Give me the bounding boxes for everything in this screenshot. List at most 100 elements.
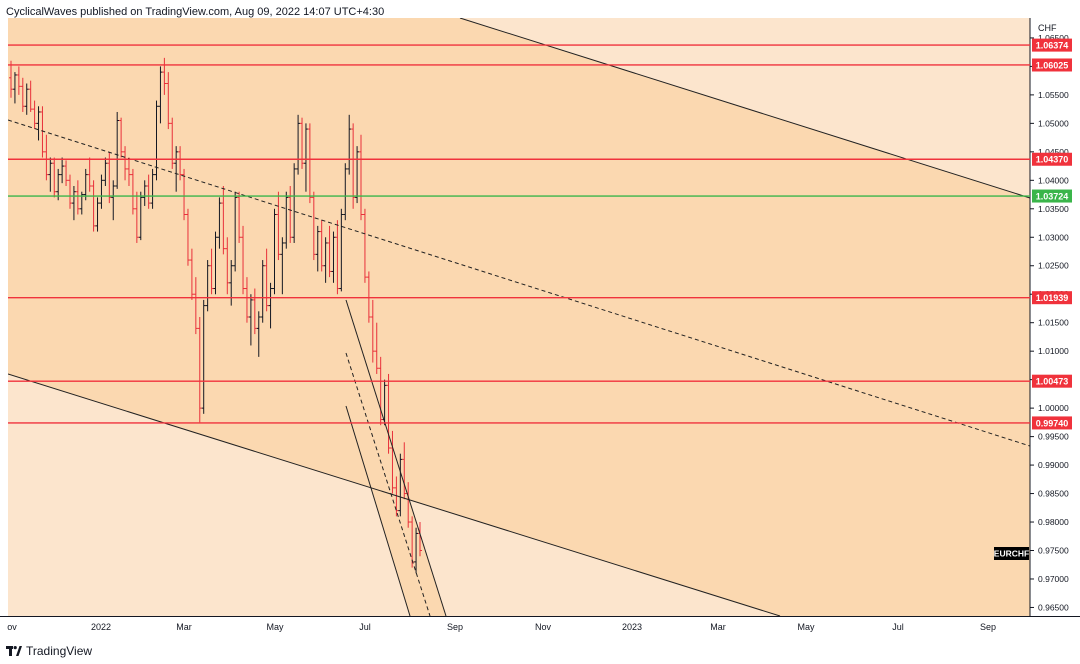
horizontal-levels[interactable]: 1.06374 1.06025 1.04370 1.03724 1.01939 1.004… [8, 38, 1072, 430]
candle [347, 114, 352, 175]
candle [374, 322, 379, 374]
chart-area[interactable]: CHF 0.96500 0.97000 0.97500 0.98000 0.98500 0.… [0, 18, 1080, 638]
candle [24, 83, 29, 115]
symbol-label: EURCHF [994, 547, 1029, 560]
candle [142, 180, 147, 206]
candle [193, 277, 198, 335]
level-tag-1.06025[interactable]: 1.06025 [1032, 58, 1072, 72]
candle [315, 225, 320, 272]
level-tag-1.06374[interactable]: 1.06374 [1032, 38, 1072, 52]
symbol-label-text: EURCHF [994, 549, 1029, 559]
publisher-header: CyclicalWaves published on TradingView.c… [6, 4, 384, 20]
candle [323, 237, 328, 283]
price-axis[interactable]: CHF 0.96500 0.97000 0.97500 0.98000 0.98500 0.… [1029, 18, 1080, 618]
price-tick-label: 1.04000 [1038, 175, 1069, 185]
candle [32, 100, 37, 130]
candle [91, 180, 96, 232]
level-tag-label: 1.04370 [1036, 155, 1069, 165]
candle [284, 191, 289, 249]
price-tick-label: 1.01500 [1038, 318, 1069, 328]
candle [327, 225, 332, 278]
candle [87, 157, 92, 192]
candle [296, 114, 301, 175]
candle [335, 220, 340, 295]
wedge-upper-line[interactable] [345, 299, 447, 616]
candle [64, 160, 69, 187]
time-tick-label: ov [7, 622, 17, 632]
price-tick-label: 1.03000 [1038, 232, 1069, 242]
candle [280, 237, 285, 295]
level-tag-label: 1.01939 [1036, 293, 1069, 303]
time-tick-label: Sep [447, 622, 463, 632]
level-tag-1.00473[interactable]: 1.00473 [1032, 374, 1072, 388]
candle [182, 168, 187, 221]
candle [119, 117, 124, 158]
candle [256, 311, 261, 357]
candle [264, 248, 269, 312]
time-axis-bg [0, 616, 1080, 638]
candle [174, 146, 179, 192]
candle [150, 168, 155, 209]
candle [138, 191, 143, 241]
time-tick-label: Nov [535, 622, 552, 632]
candle [292, 163, 297, 243]
level-tag-label: 1.06025 [1036, 60, 1069, 70]
candle [130, 168, 135, 215]
time-axis[interactable]: ov 2022 Mar May Jul Sep Nov 2023 Mar May Jul Sep [0, 616, 1080, 638]
candle [52, 157, 57, 198]
candle [402, 442, 407, 500]
candle [343, 163, 348, 221]
level-tag-1.01939[interactable]: 1.01939 [1032, 291, 1072, 305]
price-tick-label: 1.05500 [1038, 90, 1069, 100]
candle [205, 260, 210, 312]
currency-label: CHF [1038, 23, 1057, 33]
price-tick-label: 1.03500 [1038, 204, 1069, 214]
candle [378, 356, 383, 426]
candle [213, 231, 218, 295]
candle [414, 527, 419, 574]
candle [103, 157, 108, 187]
candle [56, 168, 61, 201]
level-tag-bg [1032, 374, 1072, 388]
candle [351, 123, 356, 209]
level-tag-1.04370[interactable]: 1.04370 [1032, 152, 1072, 166]
trendlines[interactable] [8, 18, 1030, 616]
time-tick-label: May [797, 622, 815, 632]
footer: TradingView [6, 642, 92, 660]
candle [241, 225, 246, 295]
tradingview-logo-icon[interactable] [6, 645, 22, 657]
price-tick-label: 1.05000 [1038, 118, 1069, 128]
time-tick-label: Sep [980, 622, 996, 632]
candle [398, 453, 403, 517]
price-tick-label: 1.00000 [1038, 403, 1069, 413]
candle [244, 277, 249, 323]
symbol-label-bg [994, 547, 1029, 560]
candle [252, 288, 257, 335]
candlestick-chart[interactable]: CHF 0.96500 0.97000 0.97500 0.98000 0.98500 0.… [0, 18, 1080, 638]
candle [48, 157, 53, 192]
candles [9, 57, 422, 574]
channel-upper-line[interactable] [459, 18, 1030, 199]
candle [123, 146, 128, 181]
candle [217, 197, 222, 249]
candle [276, 191, 281, 261]
channel-mid-dashed-line[interactable] [8, 119, 1030, 447]
channel-fill [8, 18, 1030, 616]
candle [16, 66, 21, 95]
candle [95, 197, 100, 232]
channel-lower-line[interactable] [8, 373, 781, 616]
level-tag-0.99740[interactable]: 0.99740 [1032, 416, 1072, 430]
candle [221, 186, 226, 255]
candle [225, 237, 230, 295]
candle [307, 123, 312, 204]
candle [319, 220, 324, 272]
channel-zones [8, 18, 1030, 616]
price-tick-label: 0.96500 [1038, 602, 1069, 612]
price-tick-label: 0.99500 [1038, 432, 1069, 442]
candle [146, 174, 151, 209]
footer-brand[interactable]: TradingView [26, 644, 93, 658]
candle [60, 157, 65, 184]
level-tag-1.03724[interactable]: 1.03724 [1032, 189, 1072, 203]
candle [209, 248, 214, 295]
wedge-lower-line[interactable] [345, 405, 411, 616]
